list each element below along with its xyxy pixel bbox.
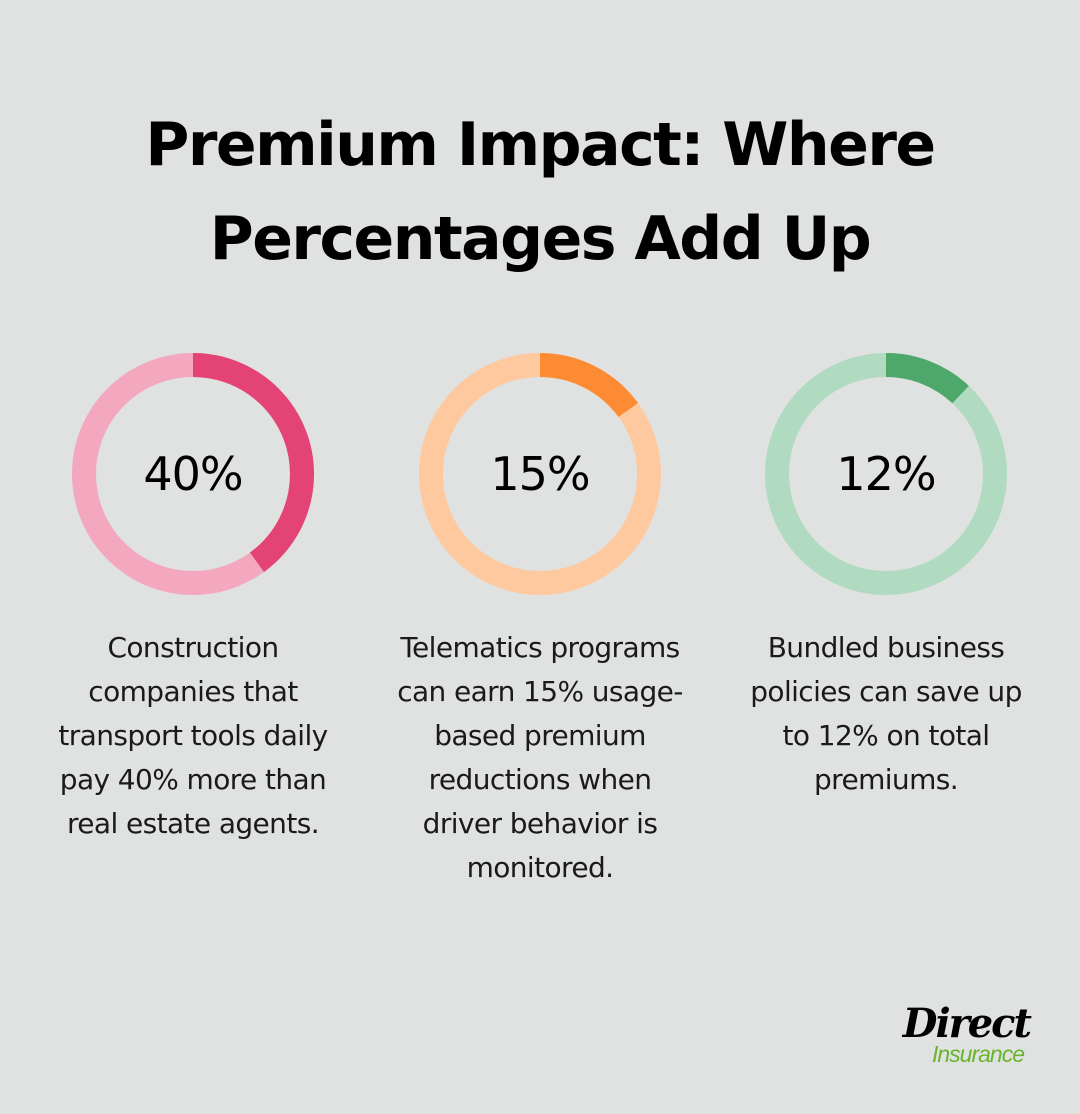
donut-chart-15: 15%: [419, 353, 661, 595]
logo-word-direct: Direct: [902, 1000, 1032, 1047]
desc-line: monitored.: [466, 851, 614, 884]
stat-value: 12%: [836, 447, 936, 501]
donut-ring: [419, 353, 661, 595]
desc-line: pay 40% more than: [59, 763, 327, 796]
donut-chart-40: 40%: [72, 353, 314, 595]
title-line-2: Percentages Add Up: [209, 204, 872, 274]
desc-line: real estate agents.: [67, 807, 320, 840]
logo-word-insurance: Insurance: [931, 1041, 1025, 1067]
desc-line: companies that: [88, 675, 298, 708]
stat-description: Construction companies that transport to…: [20, 626, 366, 846]
stat-value: 40%: [143, 447, 243, 501]
stat-description: Telematics programs can earn 15% usage- …: [367, 626, 713, 890]
desc-line: Telematics programs: [400, 631, 680, 664]
donut-chart-12: 12%: [765, 353, 1007, 595]
page-title: Premium Impact: Where Percentages Add Up: [0, 98, 1080, 286]
stat-description: Bundled business policies can save up to…: [713, 626, 1059, 802]
desc-line: Bundled business: [767, 631, 1005, 664]
desc-line: Construction: [107, 631, 279, 664]
desc-line: to 12% on total: [782, 719, 991, 752]
desc-line: premiums.: [813, 763, 959, 796]
title-line-1: Premium Impact: Where: [145, 110, 936, 180]
direct-insurance-logo: Direct Insurance: [880, 1000, 1032, 1072]
desc-line: reductions when: [428, 763, 652, 796]
stat-value: 15%: [490, 447, 590, 501]
desc-line: policies can save up: [750, 675, 1022, 708]
donut-ring: [765, 353, 1007, 595]
desc-line: based premium: [434, 719, 646, 752]
desc-line: transport tools daily: [58, 719, 328, 752]
donut-ring: [72, 353, 314, 595]
desc-line: can earn 15% usage-: [397, 675, 683, 708]
desc-line: driver behavior is: [422, 807, 658, 840]
